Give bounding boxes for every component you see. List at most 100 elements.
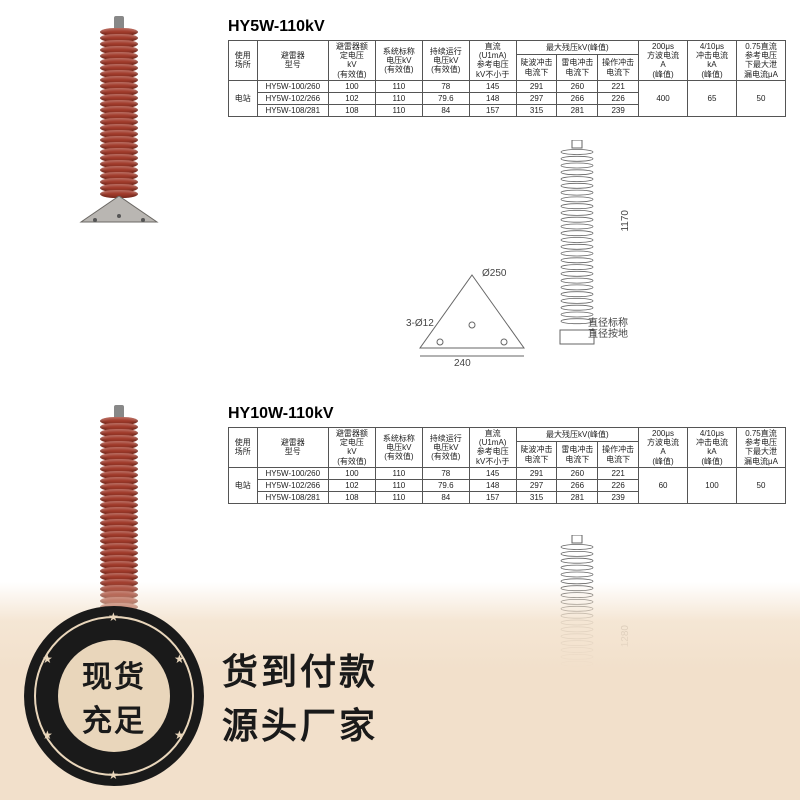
th-cont: 持续运行电压kV(有效值) [422, 41, 469, 81]
cell: 260 [557, 467, 598, 479]
cell: 226 [598, 479, 639, 491]
promo-banner: ★ ★ ★ ★ ★ ★ 现货 充足 货到付款 源头厂家 [0, 582, 800, 800]
cell: 100 [328, 467, 375, 479]
th-rated: 避雷器额定电压kV(有效值) [328, 428, 375, 468]
section-hy5w: HY5W-110kV 使用场所 [0, 0, 800, 395]
dim-base-w: 240 [454, 358, 471, 369]
th-res3: 操作冲击电流下 [598, 442, 639, 467]
spec-table-1: 使用场所 避雷器型号 避雷器额定电压kV(有效值) 系统标称电压kV(有效值) … [228, 40, 786, 117]
table2-head: 使用场所 避雷器型号 避雷器额定电压kV(有效值) 系统标称电压kV(有效值) … [229, 428, 786, 468]
th-sys: 系统标称电压kV(有效值) [375, 41, 422, 81]
cell: 221 [598, 467, 639, 479]
dim-bolt: 3-Ø12 [406, 318, 434, 329]
promo-line2: 源头厂家 [222, 697, 378, 749]
cell-tail: 50 [736, 467, 785, 504]
cell: 297 [516, 479, 557, 491]
cell: 78 [422, 467, 469, 479]
cell: 239 [598, 105, 639, 117]
th-loc: 使用场所 [229, 41, 258, 81]
table2-body: 电站HY5W-100/26010011078145291260221601005… [229, 467, 786, 504]
cell: 157 [469, 105, 516, 117]
th-410: 4/10μs冲击电流kA(峰值) [688, 428, 737, 468]
cell: 84 [422, 492, 469, 504]
cell: 221 [598, 80, 639, 92]
cell: 110 [375, 80, 422, 92]
cell: HY5W-100/260 [257, 467, 328, 479]
cell: 110 [375, 492, 422, 504]
cell-tail: 100 [688, 467, 737, 504]
cell: 148 [469, 92, 516, 104]
cell: 239 [598, 492, 639, 504]
page-root: HY5W-110kV 使用场所 [0, 0, 800, 800]
th-410: 4/10μs冲击电流kA(峰值) [688, 41, 737, 81]
cell: 226 [598, 92, 639, 104]
th-075: 0.75直流参考电压下最大泄漏电流μA [736, 41, 785, 81]
dim-base-diag: Ø250 [482, 268, 506, 279]
cell: 108 [328, 492, 375, 504]
cell: HY5W-108/281 [257, 105, 328, 117]
th-model: 避雷器型号 [257, 41, 328, 81]
table1-body: 电站HY5W-100/26010011078145291260221400655… [229, 80, 786, 117]
th-res1: 陡波冲击电流下 [516, 442, 557, 467]
cell: 266 [557, 479, 598, 491]
cell: 78 [422, 80, 469, 92]
th-res2: 雷电冲击电流下 [557, 442, 598, 467]
spec-table-2: 使用场所 避雷器型号 避雷器额定电压kV(有效值) 系统标称电压kV(有效值) … [228, 427, 786, 504]
cell: 110 [375, 467, 422, 479]
cell: 315 [516, 105, 557, 117]
cell: 145 [469, 467, 516, 479]
th-dc: 直流(U1mA)参考电压kV不小于 [469, 428, 516, 468]
th-res3: 操作冲击电流下 [598, 55, 639, 80]
cell: 100 [328, 80, 375, 92]
cell: 79.6 [422, 479, 469, 491]
promo-line1: 货到付款 [222, 643, 378, 695]
cell: 145 [469, 80, 516, 92]
table-row: 电站HY5W-100/26010011078145291260221601005… [229, 467, 786, 479]
cell: 108 [328, 105, 375, 117]
th-dc: 直流(U1mA)参考电压kV不小于 [469, 41, 516, 81]
cell: 281 [557, 105, 598, 117]
cell-loc: 电站 [229, 467, 258, 504]
cell: 110 [375, 105, 422, 117]
cell: 148 [469, 479, 516, 491]
cell: 84 [422, 105, 469, 117]
cell: HY5W-108/281 [257, 492, 328, 504]
cell-tail: 400 [639, 80, 688, 117]
cell-tail: 50 [736, 80, 785, 117]
cell: 281 [557, 492, 598, 504]
cell: 110 [375, 479, 422, 491]
cell: 297 [516, 92, 557, 104]
cell-tail: 65 [688, 80, 737, 117]
th-model: 避雷器型号 [257, 428, 328, 468]
cell: HY5W-102/266 [257, 92, 328, 104]
th-res1: 陡波冲击电流下 [516, 55, 557, 80]
th-075: 0.75直流参考电压下最大泄漏电流μA [736, 428, 785, 468]
table1-head: 使用场所 避雷器型号 避雷器额定电压kV(有效值) 系统标称电压kV(有效值) … [229, 41, 786, 81]
section2-title: HY10W-110kV [228, 405, 334, 423]
cell: 102 [328, 92, 375, 104]
promo-text: 货到付款 源头厂家 [222, 643, 378, 749]
th-cont: 持续运行电压kV(有效值) [422, 428, 469, 468]
th-sys: 系统标称电压kV(有效值) [375, 428, 422, 468]
section1-title: HY5W-110kV [228, 18, 325, 36]
table-row: 电站HY5W-100/26010011078145291260221400655… [229, 80, 786, 92]
th-rated: 避雷器额定电压kV(有效值) [328, 41, 375, 81]
cell: 266 [557, 92, 598, 104]
cell: 260 [557, 80, 598, 92]
th-resg: 最大残压kV(峰值) [516, 41, 638, 55]
cell: 315 [516, 492, 557, 504]
cell: 291 [516, 467, 557, 479]
th-res2: 雷电冲击电流下 [557, 55, 598, 80]
dim-note: 直径标称直径按地 [588, 318, 636, 340]
cell: 79.6 [422, 92, 469, 104]
cell-tail: 60 [639, 467, 688, 504]
dim-height-1: 1170 [620, 210, 631, 232]
cell: HY5W-102/266 [257, 479, 328, 491]
arrester-photo-1 [100, 16, 138, 222]
cell: 291 [516, 80, 557, 92]
th-loc: 使用场所 [229, 428, 258, 468]
promo-seal: ★ ★ ★ ★ ★ ★ 现货 充足 [24, 606, 204, 786]
cell: 102 [328, 479, 375, 491]
cell-loc: 电站 [229, 80, 258, 117]
cell: HY5W-100/260 [257, 80, 328, 92]
